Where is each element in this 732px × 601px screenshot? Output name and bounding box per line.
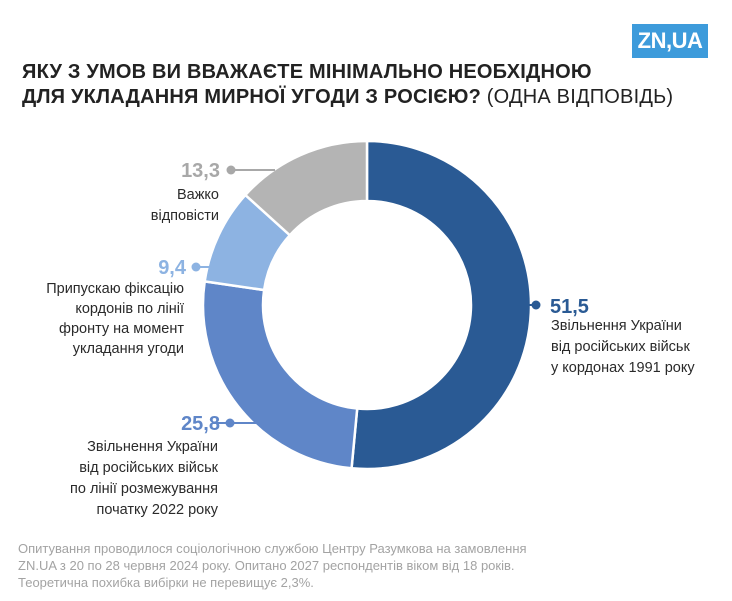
- slice-category-label-2-line-2: від російських військ: [79, 460, 218, 476]
- slice-value-label-1: 51,5: [550, 296, 589, 318]
- title-line-2-bold: ДЛЯ УКЛАДАННЯ МИРНОЇ УГОДИ З РОСІЄЮ?: [22, 86, 482, 108]
- callout-dot-4: [226, 165, 236, 175]
- slice-value-label-4: 13,3: [181, 160, 220, 182]
- slice-category-label-1-line-1: Звільнення України: [551, 318, 682, 334]
- chart-title: ЯКУ З УМОВ ВИ ВВАЖАЄТЕ МІНІМАЛЬНО НЕОБХІ…: [22, 60, 712, 110]
- footnote-line-2: ZN.UA з 20 по 28 червня 2024 року. Опита…: [18, 558, 515, 573]
- donut-slice-2: [201, 279, 359, 470]
- slice-category-label-3-line-4: укладання угоди: [73, 341, 184, 357]
- title-line-2-note: (ОДНА ВІДПОВІДЬ): [486, 86, 674, 108]
- callout-dot-1: [531, 300, 541, 310]
- footnote-line-1: Опитування проводилося соціологічною слу…: [18, 541, 527, 556]
- zn-ua-logo: ZN,UA: [632, 24, 708, 58]
- callout-dot-2: [225, 418, 235, 428]
- title-line-1: ЯКУ З УМОВ ВИ ВВАЖАЄТЕ МІНІМАЛЬНО НЕОБХІ…: [22, 61, 592, 83]
- title-line-2: ДЛЯ УКЛАДАННЯ МИРНОЇ УГОДИ З РОСІЄЮ? (ОД…: [22, 85, 712, 110]
- slice-category-label-4-line-1: Важко: [177, 187, 219, 203]
- slice-category-label-2-line-1: Звільнення України: [87, 439, 218, 455]
- slice-category-label-3-line-2: кордонів по лінії: [75, 301, 184, 317]
- slice-category-label-3-line-3: фронту на момент: [59, 321, 184, 337]
- callout-dot-3: [191, 262, 201, 272]
- donut-slice-4: [243, 139, 369, 238]
- slice-value-label-2: 25,8: [181, 413, 220, 435]
- slice-category-label-1-line-3: у кордонах 1991 року: [551, 360, 695, 376]
- slice-category-label-2-line-4: початку 2022 року: [97, 502, 219, 518]
- slice-category-label-4-line-2: відповісти: [151, 208, 219, 224]
- slice-category-label-2-line-3: по лінії розмежування: [70, 481, 218, 497]
- donut-slice-1: [350, 139, 533, 471]
- survey-footnote: Опитування проводилося соціологічною слу…: [18, 540, 618, 591]
- slice-category-label-3-line-1: Припускаю фіксацію: [46, 281, 184, 297]
- slice-value-label-3: 9,4: [158, 257, 187, 279]
- footnote-line-3: Теоретична похибка вибірки не перевищує …: [18, 575, 314, 590]
- slice-category-label-1-line-2: від російських військ: [551, 339, 690, 355]
